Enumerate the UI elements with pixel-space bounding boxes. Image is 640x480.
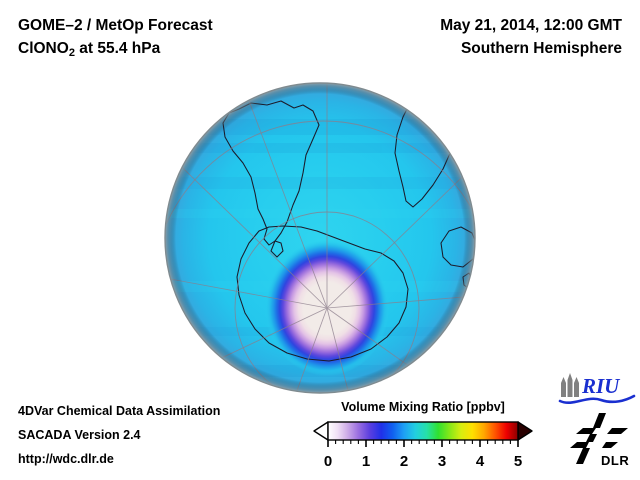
- colorbar-tick-label: 0: [324, 453, 332, 470]
- hemisphere-label: Southern Hemisphere: [460, 40, 622, 57]
- species-subscript: 2: [68, 47, 75, 59]
- colorbar-left-arrow: [313, 421, 329, 441]
- datetime-label: May 21, 2014, 12:00 GMT: [440, 17, 622, 34]
- riu-tower-icon: [561, 373, 579, 397]
- colorbar-gradient: [328, 422, 518, 440]
- colorbar-tick-label: 1: [362, 453, 370, 470]
- globe-limb-shading: [165, 83, 475, 393]
- globe-outline: [164, 82, 476, 394]
- colorbar-tick-labels: 0 1 2 3 4 5: [324, 453, 522, 470]
- riu-swoosh-icon: [558, 394, 636, 404]
- colorbar-tick-label: 4: [476, 453, 485, 470]
- colorbar-right-arrow: [517, 421, 533, 441]
- colorbar-frame: [327, 421, 519, 441]
- footer-line-assimilation: 4DVar Chemical Data Assimilation: [18, 404, 221, 418]
- instrument-title: GOME–2 / MetOp Forecast: [18, 17, 213, 34]
- riu-wordmark: RIU: [581, 374, 621, 398]
- colorbar-ticks: [327, 440, 519, 447]
- colorbar-svg: 0 1 2 3 4 5: [313, 421, 533, 470]
- header-left: GOME–2 / MetOp Forecast ClONO2 at 55.4 h…: [18, 14, 213, 62]
- colorbar-tick-label: 3: [438, 453, 446, 470]
- riu-logo: RIU: [558, 373, 636, 404]
- header-right: May 21, 2014, 12:00 GMT Southern Hemisph…: [440, 14, 622, 60]
- colorbar-tick-label: 2: [400, 453, 408, 470]
- footer-line-version: SACADA Version 2.4: [18, 428, 141, 442]
- colorbar-tick-label: 5: [514, 453, 522, 470]
- globe-map: [163, 81, 477, 395]
- dlr-logo: DLR: [570, 413, 629, 467]
- footer-line-url: http://wdc.dlr.de: [18, 452, 114, 466]
- pressure-level-label: at 55.4 hPa: [74, 40, 161, 57]
- species-level-title: ClONO2 at 55.4 hPa: [18, 37, 213, 62]
- species-label: ClONO: [18, 40, 69, 57]
- dlr-aircraft-icon: [570, 413, 628, 464]
- dlr-wordmark: DLR: [601, 453, 629, 467]
- colorbar: Volume Mixing Ratio [ppbv] 0 1 2 3 4 5: [312, 400, 534, 472]
- orthographic-projection-svg: [164, 82, 476, 394]
- colorbar-title: Volume Mixing Ratio [ppbv]: [341, 400, 505, 414]
